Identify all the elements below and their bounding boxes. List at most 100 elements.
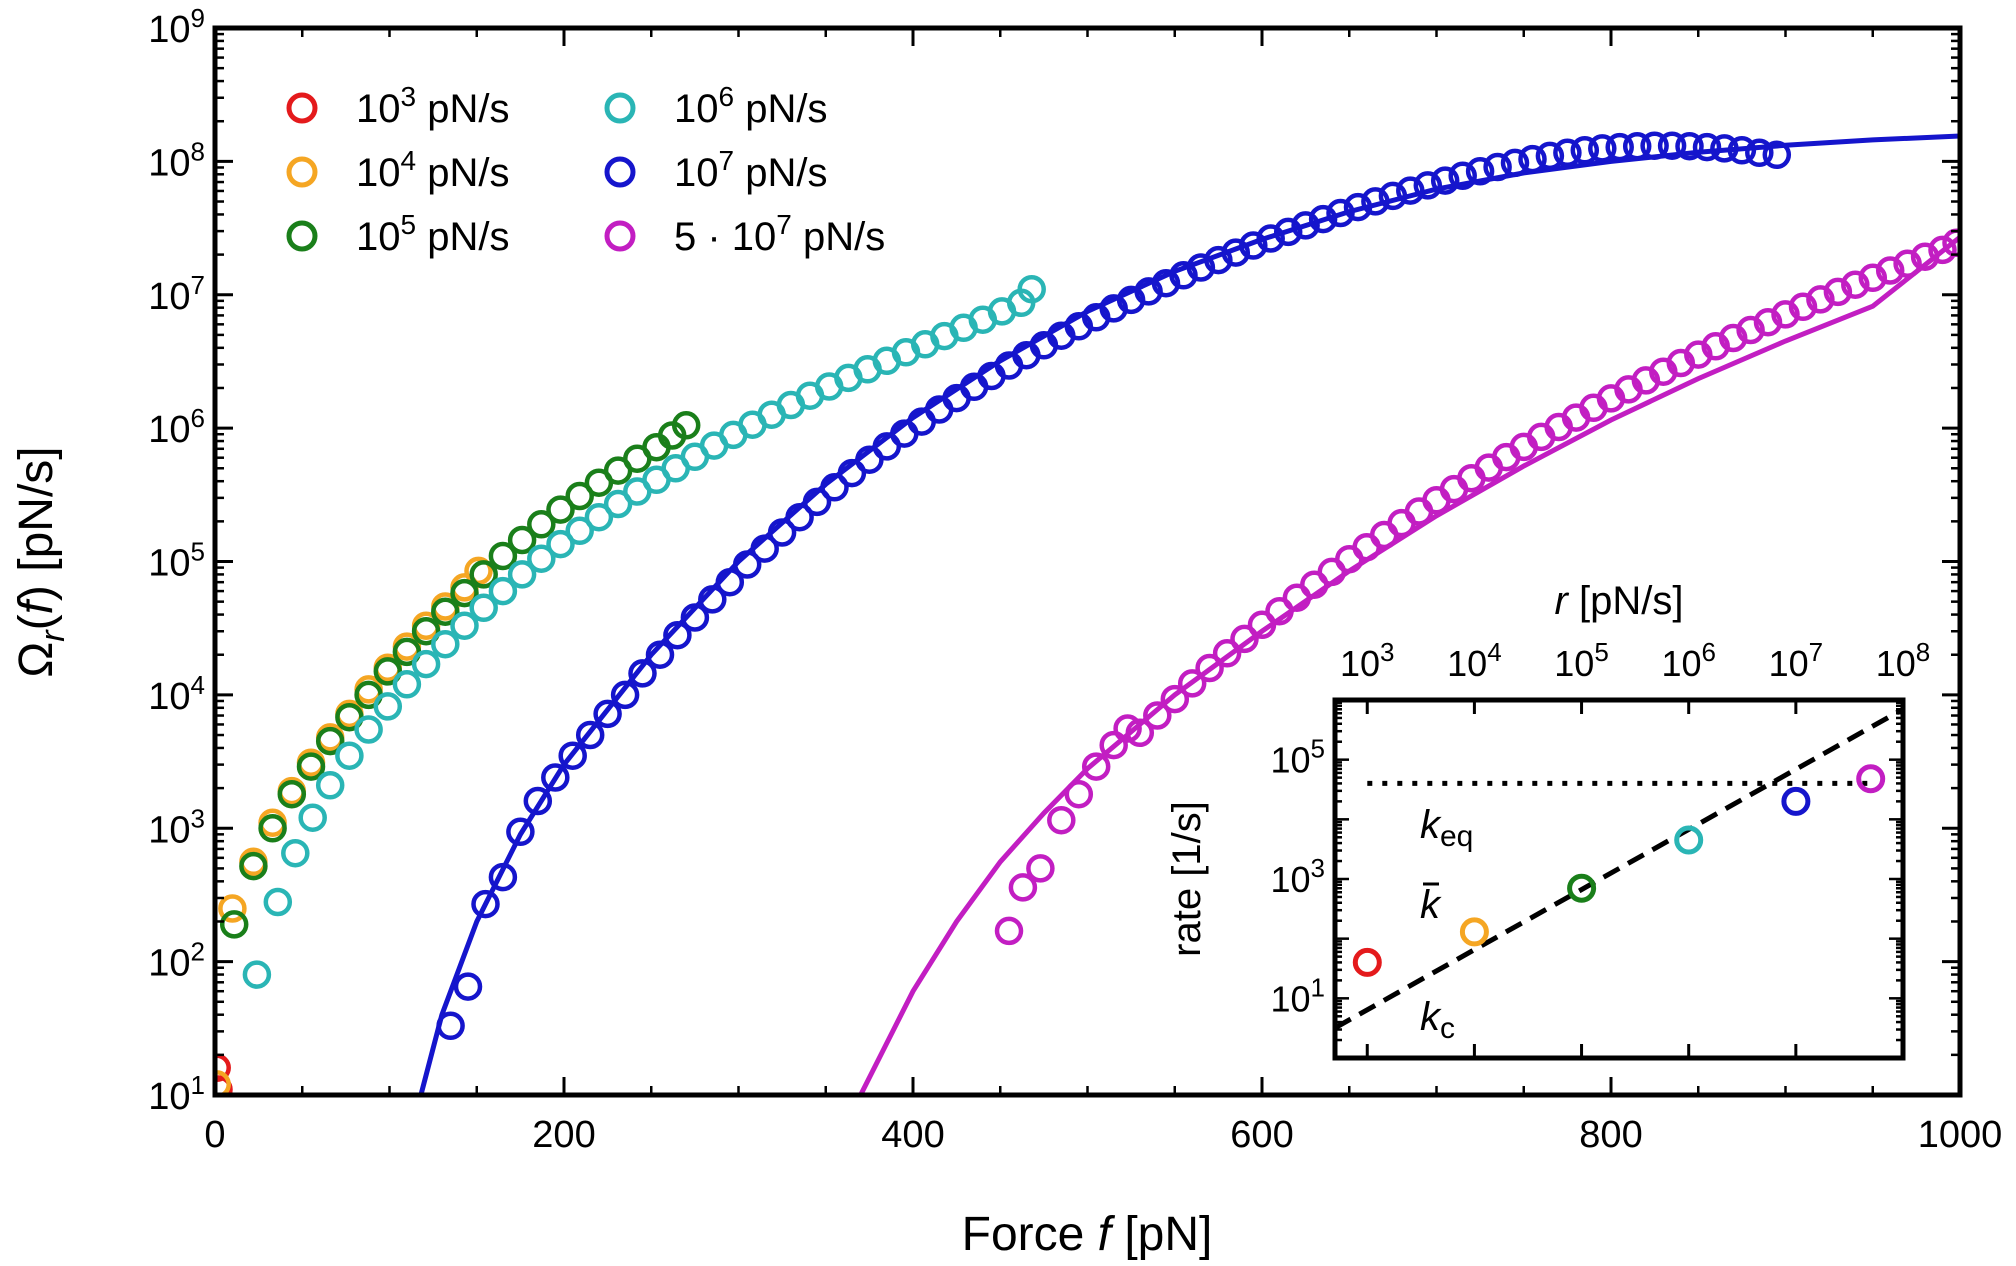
legend-entry: 5 · 107 pN/s	[604, 209, 885, 259]
data-point	[315, 771, 345, 800]
inset-plot: 103 104 105 106 107 108 101 103 105 r [pN/s] ra…	[1165, 579, 1930, 1061]
data-point	[1343, 192, 1373, 222]
data-point	[527, 510, 556, 539]
tick-label: 106	[148, 403, 205, 451]
data-point	[1064, 779, 1094, 809]
tick-label: 101	[148, 1070, 205, 1118]
inset-dashed-line	[1335, 707, 1903, 1031]
tick-label: 200	[532, 1114, 595, 1156]
tick-label: 103	[148, 803, 205, 851]
data-point	[411, 616, 441, 646]
data-point	[219, 910, 249, 939]
data-point	[1570, 136, 1600, 165]
data-point	[469, 593, 498, 623]
data-point	[469, 560, 498, 589]
data-point	[1186, 253, 1216, 282]
data-point	[663, 620, 692, 650]
data-point	[1125, 718, 1155, 748]
tick-label: 104	[148, 670, 205, 718]
fit-curve	[858, 235, 1960, 1095]
legend-label: 103 pN/s	[356, 81, 509, 131]
data-point	[1771, 300, 1800, 329]
data-point	[1657, 131, 1687, 160]
data-point	[558, 741, 587, 770]
data-point	[1622, 131, 1652, 161]
data-point	[1430, 166, 1460, 195]
data-point	[1875, 256, 1905, 285]
data-point	[1928, 235, 1957, 265]
tick-label: 107	[1769, 637, 1824, 684]
main-x-axis: 0 200 400 600 800 1000	[204, 28, 2002, 1156]
data-point	[277, 779, 307, 809]
data-point	[1858, 263, 1888, 293]
data-point	[1308, 204, 1338, 234]
tick-label: 105	[148, 537, 205, 585]
main-plot: 0 200 400 600 800 1000 1011021031041051061071…	[10, 3, 2002, 1261]
data-point	[1169, 261, 1198, 290]
data-point	[471, 889, 500, 919]
data-point	[1762, 140, 1792, 170]
data-point	[453, 972, 483, 1001]
inset-data-point	[1856, 764, 1886, 794]
inset-data-point	[1459, 917, 1489, 947]
data-point	[546, 495, 575, 524]
data-point	[1047, 805, 1076, 835]
data-point	[450, 611, 479, 640]
legend-entry: 103 pN/s	[286, 81, 509, 131]
data-point	[546, 529, 575, 559]
data-point	[263, 887, 293, 917]
data-point	[802, 487, 832, 517]
data-point	[1160, 684, 1190, 714]
tick-label: 104	[1447, 637, 1502, 684]
data-point	[1239, 231, 1268, 260]
data-point	[1177, 669, 1207, 698]
data-point	[373, 692, 403, 721]
tick-label: 400	[881, 1114, 944, 1156]
data-point	[1788, 292, 1818, 322]
tick-label: 1000	[1918, 1114, 2003, 1156]
x-axis-label: Force f [pN]	[962, 1208, 1213, 1261]
data-point	[565, 481, 594, 511]
legend-label: 104 pN/s	[356, 145, 509, 195]
data-point	[258, 814, 287, 843]
legend-entry: 106 pN/s	[604, 81, 827, 131]
data-point	[584, 502, 614, 532]
data-point	[298, 803, 327, 832]
data-point	[1422, 485, 1451, 515]
data-point	[1291, 211, 1320, 240]
data-point	[488, 541, 518, 571]
legend-entry: 107 pN/s	[604, 145, 827, 195]
data-point	[680, 603, 710, 632]
data-point	[593, 699, 622, 729]
data-point	[645, 640, 675, 669]
data-point	[1369, 520, 1399, 550]
data-point	[820, 473, 849, 502]
legend-marker	[286, 92, 318, 124]
tick-label: 102	[148, 937, 205, 985]
tick-label: 600	[1230, 1114, 1293, 1156]
data-point	[1204, 245, 1233, 275]
data-point	[1113, 714, 1142, 743]
data-point	[1017, 274, 1046, 304]
tick-label: 107	[148, 270, 205, 318]
data-point	[1143, 701, 1172, 730]
inset-data-point	[1674, 825, 1704, 855]
data-point	[392, 670, 422, 699]
inset-y-axis-label: rate [1/s]	[1165, 801, 1209, 957]
data-point	[603, 489, 633, 519]
data-point	[1675, 131, 1704, 161]
tick-label: 800	[1579, 1114, 1642, 1156]
inset-data-point	[1352, 947, 1382, 977]
data-point	[1500, 148, 1530, 178]
data-point	[715, 567, 745, 597]
data-point	[1361, 187, 1390, 216]
data-point	[1247, 610, 1277, 640]
data-point	[506, 817, 535, 847]
inset-x-axis-label: r [pN/s]	[1555, 579, 1684, 623]
data-point	[507, 560, 537, 589]
main-y-axis: 101 102 103 104 105 106 107 108 109	[148, 3, 1960, 1118]
data-point	[1465, 157, 1495, 186]
data-point	[1483, 152, 1512, 182]
inset-data-point	[1567, 873, 1597, 903]
